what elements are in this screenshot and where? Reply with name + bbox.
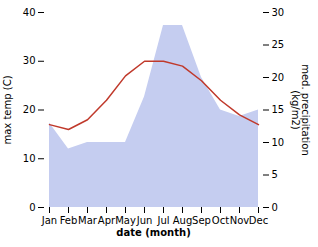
svg-text:10: 10	[23, 153, 36, 164]
svg-text:med. precipitation(kg/m2): med. precipitation(kg/m2)	[290, 64, 311, 156]
svg-text:Mar: Mar	[78, 215, 98, 226]
svg-text:25: 25	[272, 39, 285, 50]
svg-text:Sep: Sep	[192, 215, 211, 226]
svg-text:0: 0	[272, 202, 278, 213]
svg-text:Jun: Jun	[136, 215, 153, 226]
svg-text:Apr: Apr	[98, 215, 116, 226]
svg-text:30: 30	[23, 55, 36, 66]
svg-text:20: 20	[272, 72, 285, 83]
svg-text:May: May	[115, 215, 136, 226]
svg-text:20: 20	[23, 104, 36, 115]
svg-text:date (month): date (month)	[116, 227, 190, 238]
svg-text:Aug: Aug	[173, 215, 193, 226]
svg-text:max temp (C): max temp (C)	[2, 75, 13, 144]
svg-text:0: 0	[29, 202, 35, 213]
svg-text:15: 15	[272, 104, 285, 115]
svg-text:Jan: Jan	[41, 215, 57, 226]
svg-text:Nov: Nov	[230, 215, 250, 226]
svg-text:Oct: Oct	[212, 215, 229, 226]
svg-text:Feb: Feb	[60, 215, 78, 226]
svg-text:40: 40	[23, 7, 36, 18]
svg-text:10: 10	[272, 137, 285, 148]
svg-text:Jul: Jul	[156, 215, 169, 226]
svg-text:30: 30	[272, 7, 285, 18]
svg-text:Dec: Dec	[249, 215, 268, 226]
svg-text:5: 5	[272, 169, 278, 180]
